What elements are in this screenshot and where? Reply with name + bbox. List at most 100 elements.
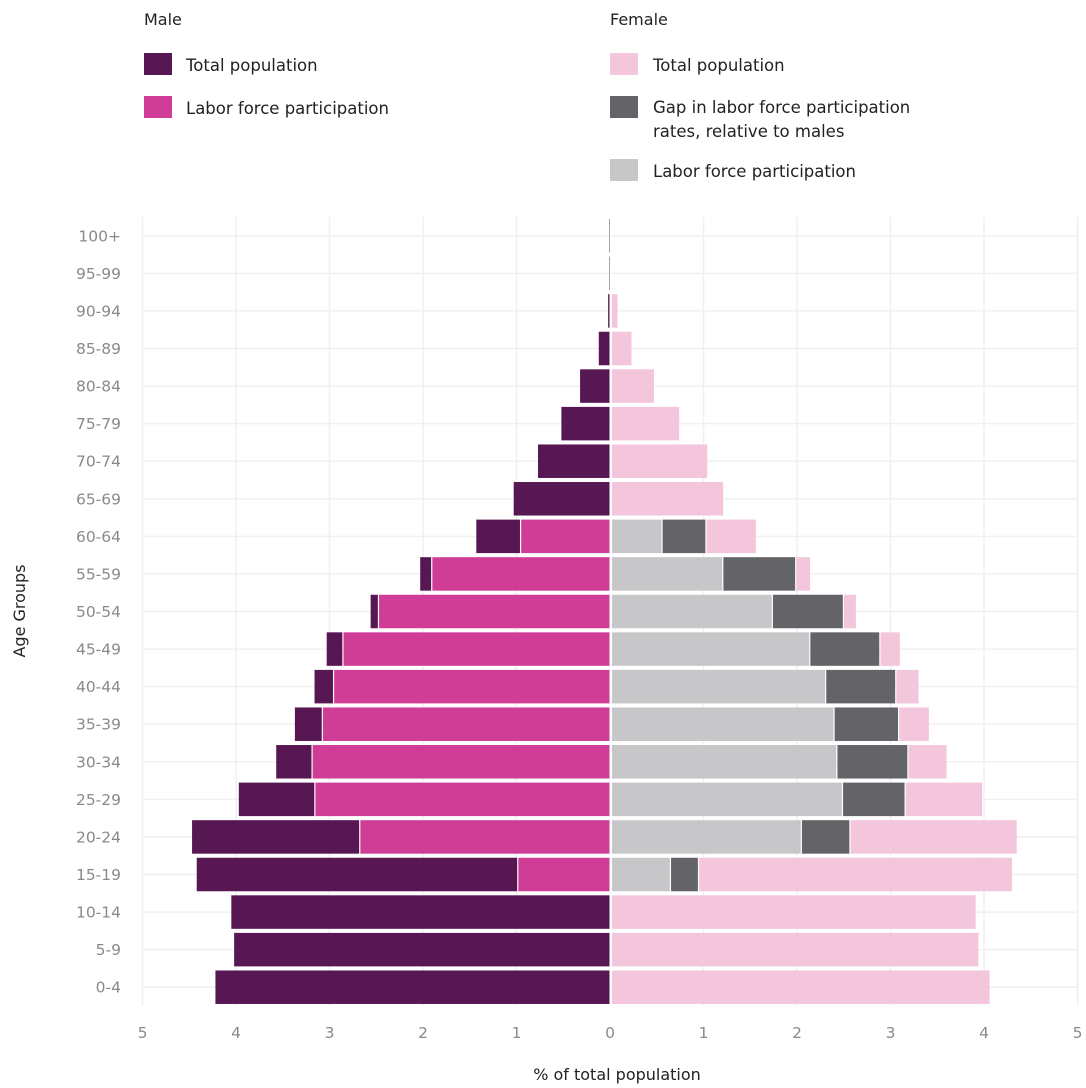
y-tick-label: 50-54	[76, 603, 121, 621]
bar-male-lfp-20-24	[360, 820, 610, 854]
bar-female-total-90-94	[612, 294, 618, 328]
bar-female-lfp-15-19	[612, 857, 670, 892]
bars	[192, 219, 1017, 1004]
bar-female-total-50-54	[844, 594, 856, 629]
bar-female-lfp-35-39	[612, 707, 834, 741]
bar-male-lfp-25-29	[315, 782, 610, 817]
legend-female-total-swatch	[610, 53, 638, 75]
legend-female-gap-label-line2: rates, relative to males	[653, 122, 844, 141]
legend-male-heading: Male	[144, 10, 182, 29]
legend-female-lfp-swatch	[610, 159, 638, 181]
x-tick-label: 5	[1073, 1024, 1083, 1042]
y-tick-label: 45-49	[76, 641, 121, 659]
bar-male-total-5-9	[234, 932, 610, 967]
bar-female-gap-15-19	[671, 857, 698, 892]
bar-female-total-20-24	[850, 820, 1017, 854]
bar-female-gap-50-54	[772, 594, 843, 629]
y-tick-label: 85-89	[76, 340, 121, 358]
x-tick-label: 3	[325, 1024, 335, 1042]
bar-female-total-75-79	[612, 406, 680, 441]
bar-female-lfp-25-29	[612, 782, 842, 817]
bar-male-lfp-50-54	[379, 594, 610, 629]
bar-male-total-80-84	[580, 369, 610, 403]
legend-male-lfp-label: Labor force participation	[186, 99, 389, 118]
bar-female-gap-60-64	[662, 519, 706, 554]
bar-female-total-10-14	[612, 895, 976, 929]
legend-female-total-label: Total population	[652, 56, 785, 75]
bar-female-gap-55-59	[723, 557, 796, 591]
bar-female-lfp-50-54	[612, 594, 772, 629]
bar-female-gap-30-34	[837, 745, 908, 779]
x-tick-label: 2	[418, 1024, 428, 1042]
y-tick-label: 5-9	[96, 941, 121, 959]
legend-male-lfp-swatch	[144, 96, 172, 118]
bar-female-total-80-84	[612, 369, 654, 403]
bar-male-total-20-24	[192, 820, 360, 854]
y-tick-label: 10-14	[76, 904, 121, 922]
bar-male-total-40-44	[314, 669, 333, 704]
y-tick-label: 60-64	[76, 528, 121, 546]
y-tick-label: 20-24	[76, 828, 121, 846]
bar-female-lfp-30-34	[612, 745, 837, 779]
y-tick-label: 30-34	[76, 753, 121, 771]
bar-male-total-55-59	[420, 557, 432, 591]
y-tick-label: 35-39	[76, 716, 121, 734]
bar-male-lfp-15-19	[518, 857, 610, 892]
bar-male-total-90-94	[608, 294, 610, 328]
y-tick-label: 0-4	[96, 979, 121, 997]
bar-female-total-60-64	[706, 519, 756, 554]
x-tick-label: 4	[231, 1024, 241, 1042]
legend-female-lfp-label: Labor force participation	[653, 162, 856, 181]
bar-female-lfp-45-49	[612, 632, 810, 666]
bar-male-lfp-45-49	[343, 632, 610, 666]
bar-male-lfp-55-59	[432, 557, 610, 591]
x-tick-label: 2	[792, 1024, 802, 1042]
bar-male-total-50-54	[370, 594, 378, 629]
y-tick-label: 55-59	[76, 565, 121, 583]
x-tick-label: 1	[699, 1024, 709, 1042]
y-tick-label: 65-69	[76, 490, 121, 508]
bar-female-total-15-19	[699, 857, 1013, 892]
bar-female-gap-45-49	[810, 632, 880, 666]
legend: Male Female Total population Labor force…	[144, 10, 910, 181]
y-tick-label: 70-74	[76, 453, 121, 471]
bar-male-total-45-49	[326, 632, 343, 666]
y-tick-label: 90-94	[76, 302, 121, 320]
y-tick-label: 80-84	[76, 378, 121, 396]
bar-female-total-65-69	[612, 482, 724, 516]
bar-male-lfp-60-64	[521, 519, 610, 554]
y-tick-label: 75-79	[76, 415, 121, 433]
bar-female-total-0-4	[612, 970, 990, 1004]
bar-male-total-75-79	[561, 406, 610, 441]
bar-male-total-0-4	[215, 970, 610, 1004]
bar-female-lfp-40-44	[612, 669, 826, 704]
y-tick-label: 40-44	[76, 678, 121, 696]
y-axis-ticks: 100+ 95-99 90-94 85-89 80-84 75-79 70-74 65-69 6…	[76, 227, 121, 996]
x-axis-title: % of total population	[533, 1065, 701, 1084]
bar-female-total-25-29	[905, 782, 983, 817]
y-tick-label: 15-19	[76, 866, 121, 884]
x-tick-label: 5	[138, 1024, 148, 1042]
bar-male-total-25-29	[238, 782, 315, 817]
x-tick-label: 0	[605, 1024, 615, 1042]
bar-female-lfp-20-24	[612, 820, 801, 854]
y-tick-label: 100+	[78, 227, 121, 245]
legend-male-total-label: Total population	[185, 56, 318, 75]
bar-female-total-35-39	[899, 707, 929, 741]
bar-female-total-5-9	[612, 932, 979, 967]
bar-female-total-55-59	[796, 557, 811, 591]
bar-male-total-10-14	[231, 895, 610, 929]
y-tick-label: 25-29	[76, 791, 121, 809]
x-tick-label: 4	[979, 1024, 989, 1042]
bar-female-gap-40-44	[826, 669, 896, 704]
bar-male-total-85-89	[598, 331, 610, 366]
bar-male-total-15-19	[196, 857, 518, 892]
legend-female-gap-swatch	[610, 96, 638, 118]
bar-male-lfp-35-39	[322, 707, 610, 741]
x-tick-label: 1	[512, 1024, 522, 1042]
legend-male-total-swatch	[144, 53, 172, 75]
bar-female-total-70-74	[612, 444, 708, 478]
bar-female-gap-25-29	[843, 782, 905, 817]
bar-male-lfp-30-34	[312, 745, 610, 779]
x-axis-ticks: 5 4 3 2 1 0 1 2 3 4 5	[138, 1024, 1083, 1042]
